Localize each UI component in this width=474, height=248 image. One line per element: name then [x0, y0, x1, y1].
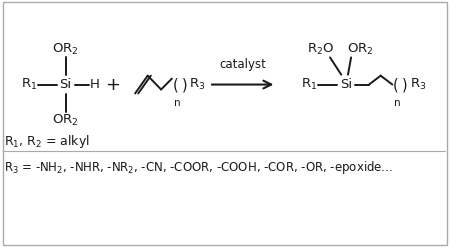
Text: R$_3$ = -NH$_2$, -NHR, -NR$_2$, -CN, -COOR, -COOH, -COR, -OR, -epoxide...: R$_3$ = -NH$_2$, -NHR, -NR$_2$, -CN, -CO…	[4, 159, 393, 176]
Text: Si: Si	[60, 78, 72, 91]
Text: (: (	[173, 77, 178, 92]
Text: Si: Si	[340, 78, 352, 91]
Text: n: n	[394, 98, 401, 108]
Text: OR$_2$: OR$_2$	[52, 41, 79, 57]
Text: R$_3$: R$_3$	[410, 77, 427, 92]
Text: OR$_2$: OR$_2$	[52, 113, 79, 128]
Text: R$_3$: R$_3$	[189, 77, 205, 92]
Text: +: +	[105, 76, 120, 93]
Text: ): )	[182, 77, 187, 92]
Text: R$_1$, R$_2$ = alkyl: R$_1$, R$_2$ = alkyl	[4, 133, 90, 150]
Text: catalyst: catalyst	[219, 58, 266, 71]
Text: OR$_2$: OR$_2$	[346, 41, 374, 57]
Text: H: H	[90, 78, 100, 91]
Text: R$_1$: R$_1$	[21, 77, 37, 92]
Text: R$_2$O: R$_2$O	[308, 41, 335, 57]
Text: (: (	[393, 77, 399, 92]
Text: R$_1$: R$_1$	[301, 77, 317, 92]
Text: ): )	[402, 77, 408, 92]
Text: n: n	[174, 98, 181, 108]
